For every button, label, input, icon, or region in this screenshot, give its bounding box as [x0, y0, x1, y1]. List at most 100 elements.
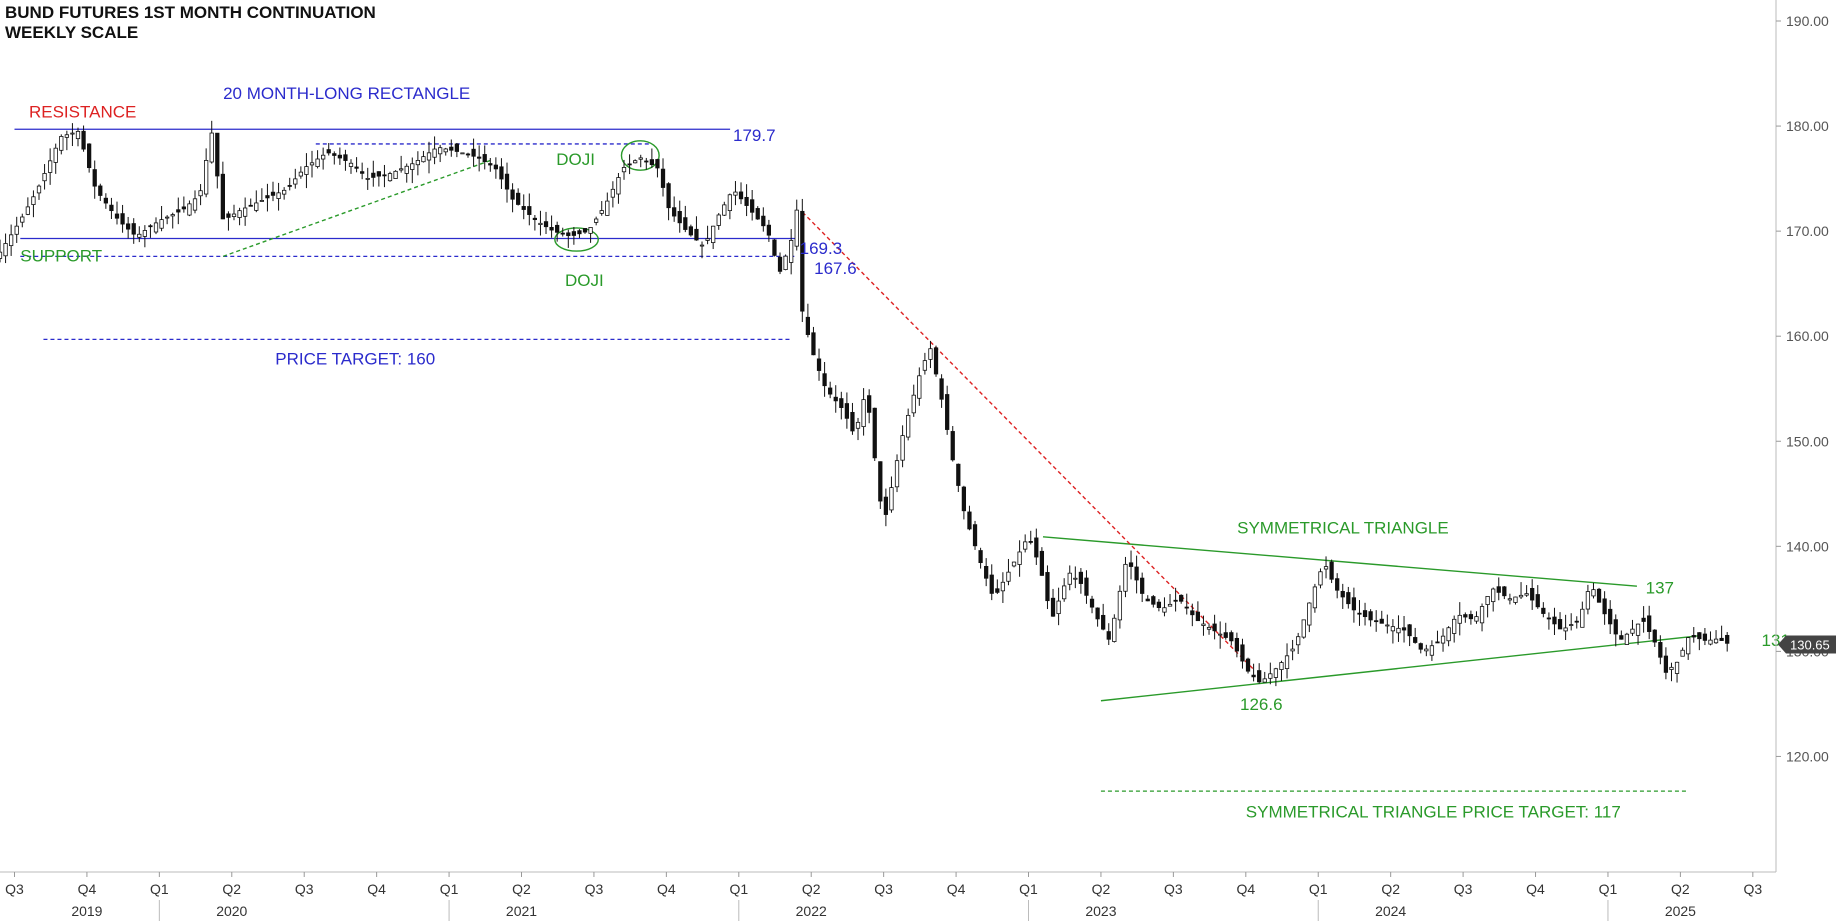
candle [672, 196, 677, 222]
candle-body [1385, 624, 1390, 627]
candle-body [972, 524, 978, 547]
candle-body [638, 157, 643, 160]
time-axis: Q3 Q4 Q1 Q2 Q3 Q4 Q1 Q2 Q3 Q4 Q1 Q2 Q3 Q4 Q1 Q2 Q3 Q4 Q1 Q2… [0, 871, 1776, 921]
candle-body [1229, 632, 1234, 642]
candle-body [1491, 588, 1496, 603]
candle-body [950, 431, 955, 461]
candle [1530, 579, 1535, 610]
candle-body [220, 173, 225, 220]
candle-body [1518, 594, 1524, 598]
candle-body [81, 130, 86, 150]
candle-body [187, 203, 192, 216]
candle [399, 155, 404, 173]
candle-body [198, 190, 203, 197]
candle [187, 200, 192, 217]
candle [605, 192, 610, 216]
candle-body [1039, 550, 1045, 576]
candle-body [783, 255, 788, 270]
candle [594, 216, 599, 226]
candle-body [750, 199, 755, 213]
rectangle-label: 20 MONTH-LONG RECTANGLE [223, 84, 470, 103]
candle-body [1301, 619, 1306, 638]
candle [1329, 559, 1334, 584]
candle [1647, 605, 1652, 640]
year-label: 2021 [506, 903, 537, 919]
candle [800, 198, 805, 323]
candle [98, 183, 103, 202]
candle [972, 520, 978, 550]
candle [1218, 621, 1223, 649]
candle [1608, 600, 1613, 635]
candle [1440, 628, 1446, 652]
candle-body [1613, 619, 1618, 635]
candle-body [309, 162, 315, 166]
candle-body [1557, 619, 1563, 630]
candle [1301, 619, 1306, 639]
candle [1167, 594, 1173, 607]
candle-body [304, 166, 309, 175]
candle-body [1563, 627, 1568, 632]
candle [844, 392, 850, 429]
candle [777, 252, 783, 275]
resistance-label: RESISTANCE [29, 103, 136, 122]
candle-body [1474, 616, 1479, 622]
candle-body [376, 171, 381, 177]
candle-body [1034, 537, 1039, 558]
candle-body [794, 209, 799, 247]
candle-body [1028, 541, 1033, 543]
candle-body [410, 163, 415, 170]
quarter-label: Q3 [585, 881, 604, 897]
candle-body [516, 192, 521, 205]
candle [989, 564, 994, 601]
candle-body [839, 398, 844, 408]
candle-body [1357, 612, 1362, 615]
candle [1401, 615, 1407, 643]
candle-body [777, 256, 783, 272]
candle [883, 488, 889, 527]
candle-body [555, 224, 560, 233]
candle [516, 188, 521, 206]
candle [750, 189, 755, 221]
candle [1240, 638, 1245, 669]
candle [1686, 637, 1691, 660]
quarter-label: Q3 [1454, 881, 1473, 897]
candle-body [36, 185, 42, 194]
candle [1635, 623, 1641, 645]
candle-body [1201, 623, 1206, 626]
candle-body [1262, 678, 1267, 683]
candle-body [1095, 607, 1100, 620]
candle-body [883, 496, 889, 515]
quarter-label: Q1 [440, 881, 459, 897]
candle-body [1429, 645, 1435, 656]
price-tick-label: 140.00 [1786, 538, 1829, 554]
candle [627, 154, 632, 175]
level-179-label: 179.7 [733, 126, 776, 145]
candle-body [265, 195, 270, 199]
candle [1524, 585, 1529, 597]
candle-body [538, 222, 543, 226]
candle-body [989, 574, 994, 594]
candle [114, 201, 120, 225]
candle-body [855, 421, 861, 429]
candle-body [454, 143, 459, 152]
candle-body [1541, 607, 1546, 614]
candle-body [527, 206, 532, 215]
candle-body [1140, 577, 1145, 594]
candle-body [1084, 577, 1089, 596]
candle [254, 190, 259, 213]
candle [1496, 577, 1501, 601]
candle-body [1635, 623, 1641, 636]
candle-body [1686, 637, 1691, 655]
candle-body [1362, 610, 1368, 618]
candle-body [644, 160, 649, 163]
candle-body [1624, 633, 1630, 645]
candle [1140, 572, 1145, 603]
candle-body [733, 191, 738, 196]
candle-body [126, 223, 131, 230]
candle [766, 219, 772, 242]
candle-body [800, 210, 805, 312]
candle [1557, 612, 1563, 630]
candle [36, 184, 42, 200]
candle-body [1647, 615, 1652, 632]
candle-body [906, 414, 911, 438]
